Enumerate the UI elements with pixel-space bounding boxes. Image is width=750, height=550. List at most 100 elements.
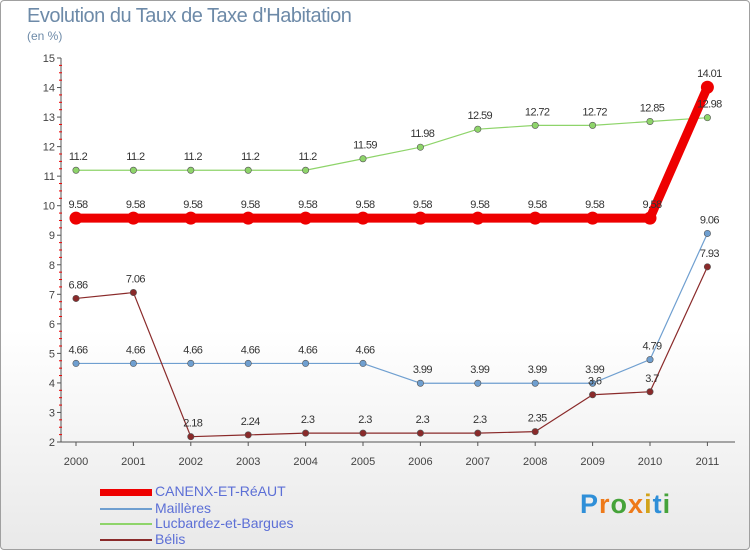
data-point <box>126 211 140 225</box>
data-point <box>703 229 711 237</box>
data-label: 11.2 <box>298 151 317 163</box>
data-point <box>302 429 310 437</box>
data-point <box>302 166 310 174</box>
data-point <box>474 125 482 133</box>
data-label: 11.2 <box>126 151 145 163</box>
y-tick-label: 5 <box>49 348 55 360</box>
data-label: 12.59 <box>468 110 493 122</box>
data-point <box>646 356 654 364</box>
x-tick-label: 2010 <box>638 456 662 468</box>
data-point <box>129 359 137 367</box>
data-point <box>241 211 255 225</box>
data-label: 9.58 <box>642 199 661 211</box>
data-point <box>244 166 252 174</box>
data-label: 7.06 <box>126 274 145 286</box>
data-label: 12.98 <box>697 99 722 111</box>
legend-label-belis: Bélis <box>155 531 186 547</box>
data-point <box>703 263 711 271</box>
data-label: 3.99 <box>470 364 489 376</box>
data-point <box>416 143 424 151</box>
y-tick-label: 3 <box>49 407 55 419</box>
data-label: 3.7 <box>645 373 659 385</box>
series-line-1 <box>76 233 708 384</box>
chart-subtitle: (en %) <box>27 29 63 43</box>
data-label: 9.58 <box>470 199 489 211</box>
data-point <box>359 359 367 367</box>
data-label: 4.66 <box>241 344 260 356</box>
x-tick-label: 2002 <box>179 456 203 468</box>
data-label: 12.85 <box>640 103 665 115</box>
data-label: 4.66 <box>355 344 374 356</box>
data-label: 9.58 <box>355 199 374 211</box>
data-point <box>187 359 195 367</box>
legend-label-lucbardez: Lucbardez-et-Bargues <box>155 515 294 531</box>
data-point <box>646 388 654 396</box>
data-point <box>471 211 485 225</box>
data-label: 11.98 <box>411 128 435 140</box>
x-tick-label: 2007 <box>466 456 490 468</box>
y-tick-label: 4 <box>49 378 55 390</box>
y-tick-label: 14 <box>43 83 55 95</box>
proxiti-logo: Proxiti <box>580 489 672 519</box>
data-label: 3.99 <box>528 364 547 376</box>
data-point <box>646 118 654 126</box>
data-point <box>531 121 539 129</box>
chart-title: Evolution du Taux de Taxe d'Habitation <box>27 5 352 27</box>
y-tick-label: 12 <box>43 142 55 154</box>
y-tick-label: 10 <box>43 201 55 213</box>
legend-label-canenx: CANENX-ET-RéAUT <box>155 483 286 499</box>
x-tick-label: 2006 <box>408 456 432 468</box>
data-point <box>643 211 657 225</box>
data-point <box>586 211 600 225</box>
y-tick-label: 7 <box>49 289 55 301</box>
data-label: 9.58 <box>126 199 145 211</box>
data-point <box>474 429 482 437</box>
data-point <box>589 121 597 129</box>
data-label: 11.2 <box>241 151 260 163</box>
data-label: 9.58 <box>298 199 317 211</box>
series-line-2 <box>76 117 708 171</box>
data-point <box>244 359 252 367</box>
y-tick-label: 6 <box>49 319 55 331</box>
data-point <box>416 379 424 387</box>
data-point <box>531 428 539 436</box>
y-tick-label: 9 <box>49 230 55 242</box>
data-label: 4.66 <box>126 344 145 356</box>
data-label: 9.06 <box>700 214 719 226</box>
series-line-3 <box>75 266 708 438</box>
data-point <box>187 166 195 174</box>
data-label: 2.3 <box>473 414 487 426</box>
data-point <box>356 211 370 225</box>
data-label: 9.58 <box>241 199 260 211</box>
data-point <box>302 359 310 367</box>
data-label: 2.24 <box>241 416 260 428</box>
y-tick-label: 13 <box>43 112 55 124</box>
data-point <box>184 211 198 225</box>
data-label: 9.58 <box>528 199 547 211</box>
data-point <box>359 155 367 163</box>
data-point <box>589 379 597 387</box>
data-label: 3.99 <box>585 364 604 376</box>
data-point <box>474 379 482 387</box>
data-label: 3.99 <box>413 364 432 376</box>
data-point <box>72 166 80 174</box>
data-label: 2.35 <box>528 413 547 425</box>
data-point <box>129 166 137 174</box>
data-point <box>413 211 427 225</box>
x-tick-label: 2005 <box>351 456 375 468</box>
data-label: 9.58 <box>413 199 432 211</box>
y-tick-label: 15 <box>43 53 55 65</box>
data-label: 11.2 <box>69 151 88 163</box>
data-point <box>69 211 83 225</box>
data-label: 4.66 <box>298 344 317 356</box>
y-tick-label: 8 <box>49 260 55 272</box>
x-tick-label: 2000 <box>64 456 88 468</box>
data-label: 6.86 <box>68 279 87 291</box>
data-point <box>187 433 195 441</box>
data-label: 14.01 <box>697 68 722 80</box>
data-point <box>528 211 542 225</box>
data-point <box>700 80 714 94</box>
data-label: 11.59 <box>353 140 377 152</box>
data-point <box>129 289 137 297</box>
data-label: 4.66 <box>183 344 202 356</box>
